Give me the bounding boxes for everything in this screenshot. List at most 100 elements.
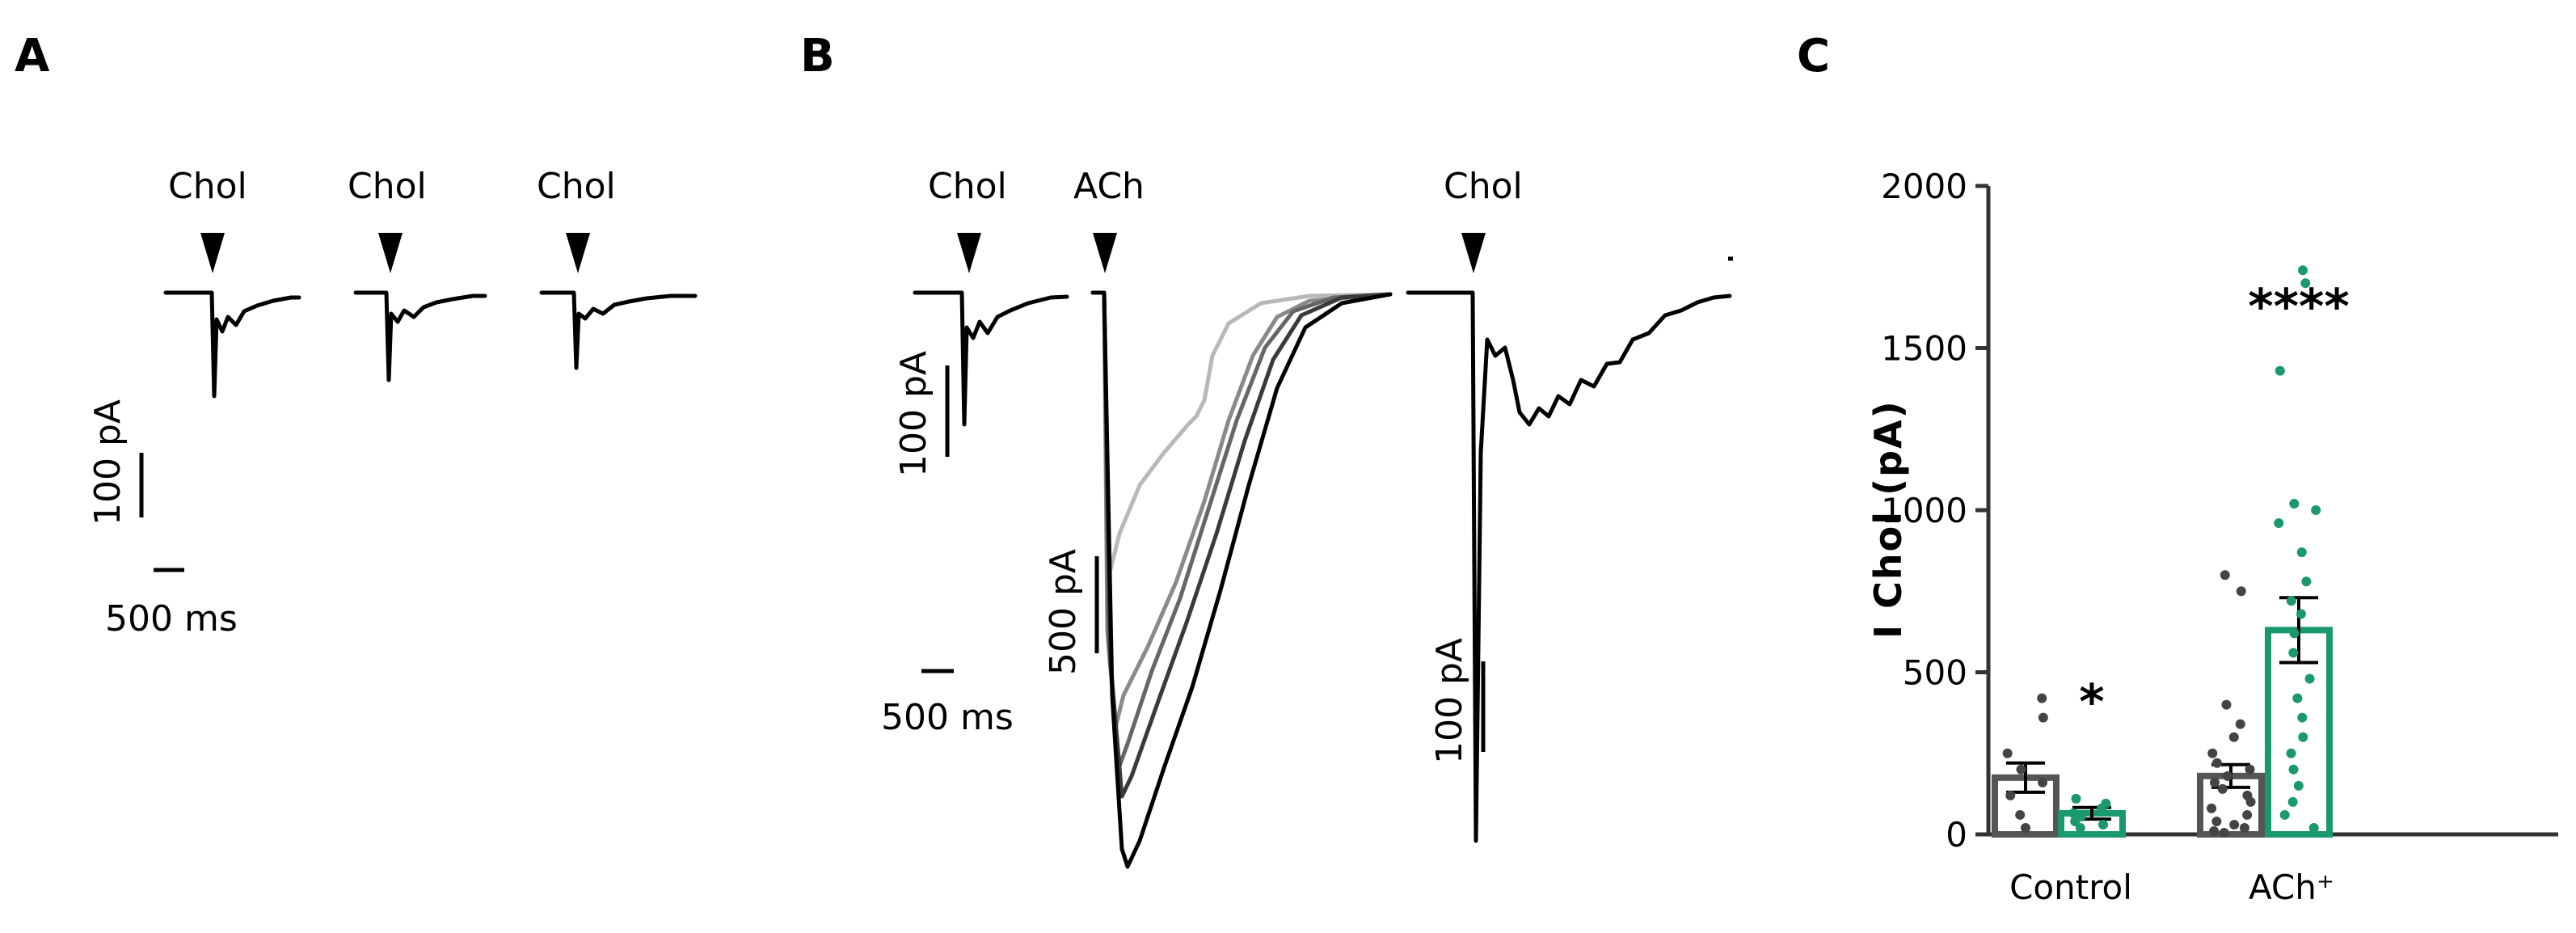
- stim-arrow-a2: [378, 233, 403, 273]
- data-point: [2229, 819, 2240, 830]
- stim-label-a2: Chol: [348, 166, 427, 207]
- scale-current-b3-label: 100 pA: [1429, 638, 1470, 764]
- data-point: [2236, 586, 2246, 597]
- stim-arrow-a3: [566, 233, 590, 273]
- data-point: [2242, 809, 2253, 820]
- data-point: [2288, 764, 2299, 775]
- data-point: [2221, 699, 2232, 710]
- data-point: [2021, 822, 2031, 833]
- data-point: [2209, 777, 2220, 787]
- data-point: [2239, 822, 2249, 833]
- data-point: [2304, 673, 2315, 684]
- data-point: [2296, 609, 2306, 619]
- data-point: [2293, 780, 2304, 791]
- panel-b-label: B: [800, 30, 835, 82]
- trace-b-ach-5: [1090, 290, 1393, 585]
- data-point: [2298, 265, 2308, 276]
- data-point: [2209, 825, 2220, 836]
- trace-b-chol-1: [913, 290, 1069, 427]
- scale-current-b1-label: 100 pA: [893, 351, 934, 477]
- data-point: [2297, 712, 2308, 723]
- stim-label-b1: Chol: [928, 166, 1007, 207]
- data-point: [2287, 796, 2298, 807]
- y-axis-title: I Chol (pA): [1866, 399, 1910, 639]
- scale-current-b2-label: 500 pA: [1043, 549, 1084, 675]
- panel-c-label: C: [1797, 30, 1830, 82]
- y-tick-label: 2000: [1881, 167, 1967, 206]
- stim-arrow-a1: [200, 233, 225, 273]
- y-tick-label: 1500: [1881, 329, 1967, 369]
- scale-current-a-label: 100 pA: [87, 399, 129, 526]
- data-point: [2097, 803, 2107, 813]
- data-point: [2228, 732, 2239, 742]
- data-point: [2037, 693, 2047, 703]
- data-point: [2279, 809, 2290, 820]
- data-point: [2222, 770, 2232, 781]
- scale-time-a-label: 500 ms: [105, 598, 238, 640]
- data-point: [2286, 748, 2296, 758]
- data-point: [2071, 793, 2081, 804]
- trace-a2: [353, 290, 487, 382]
- data-point: [2015, 809, 2026, 820]
- data-point: [2300, 278, 2311, 289]
- data-point: [2207, 748, 2218, 758]
- y-tick-label: 500: [1903, 653, 1967, 693]
- trace-b-chol-2: [1406, 290, 1732, 843]
- data-point: [2274, 518, 2284, 529]
- data-point: [2245, 764, 2255, 775]
- data-point: [2275, 365, 2285, 376]
- trace-b-ach-1: [1090, 290, 1393, 869]
- data-point: [2220, 570, 2230, 580]
- stim-label-b2: ACh: [1073, 166, 1145, 207]
- data-point: [2016, 764, 2026, 775]
- data-point: [2245, 796, 2256, 807]
- data-point: [2217, 783, 2228, 794]
- data-point: [2288, 648, 2299, 658]
- data-point: [2311, 505, 2321, 515]
- panel-a: A Chol Chol Chol 100 pA 500 ms: [15, 30, 698, 640]
- panel-a-label: A: [15, 30, 50, 82]
- data-point: [2235, 719, 2245, 729]
- data-point: [2219, 827, 2229, 838]
- data-point: [2207, 803, 2217, 813]
- y-tick-label: 0: [1946, 815, 1967, 855]
- panel-b: B Chol ACh Chol 100 pA 500 pA 100 pA 500…: [800, 30, 1733, 869]
- trace-b-ach-3: [1090, 290, 1393, 770]
- x-tick-label: ACh⁺: [2249, 868, 2334, 907]
- trace-a1: [163, 290, 301, 399]
- data-point: [2211, 816, 2222, 826]
- data-point: [2308, 822, 2319, 833]
- data-point: [2301, 576, 2312, 587]
- data-point: [2038, 712, 2048, 723]
- trace-b-ach-2: [1090, 290, 1393, 799]
- data-point: [2005, 790, 2016, 800]
- data-point: [2002, 748, 2013, 758]
- data-point: [2038, 777, 2048, 787]
- significance-marker: ****: [2248, 278, 2350, 335]
- data-point: [2075, 822, 2085, 833]
- data-point: [2296, 547, 2307, 558]
- data-point: [2098, 819, 2109, 830]
- stim-arrow-b2: [1093, 233, 1117, 273]
- stim-label-b3: Chol: [1444, 166, 1523, 207]
- data-point: [2211, 758, 2222, 768]
- data-point: [2289, 628, 2300, 639]
- stim-arrow-b1: [957, 233, 981, 273]
- scale-time-b-label: 500 ms: [881, 697, 1014, 738]
- data-point: [2292, 693, 2303, 703]
- stim-label-a3: Chol: [537, 166, 616, 207]
- data-point: [2070, 816, 2081, 826]
- stim-label-a1: Chol: [168, 166, 247, 207]
- data-point: [2286, 596, 2296, 606]
- trace-a3: [539, 290, 698, 370]
- x-tick-label: Control: [2009, 868, 2132, 907]
- significance-marker: *: [2079, 674, 2104, 731]
- stim-arrow-b3: [1461, 233, 1486, 273]
- data-point: [2068, 808, 2079, 818]
- panel-c: C I Chol (pA) 0 500 1000 1500 2000 Control ACh…: [1797, 30, 2558, 907]
- data-point: [2289, 498, 2300, 509]
- data-point: [2298, 732, 2308, 742]
- y-tick-label: 1000: [1881, 491, 1967, 530]
